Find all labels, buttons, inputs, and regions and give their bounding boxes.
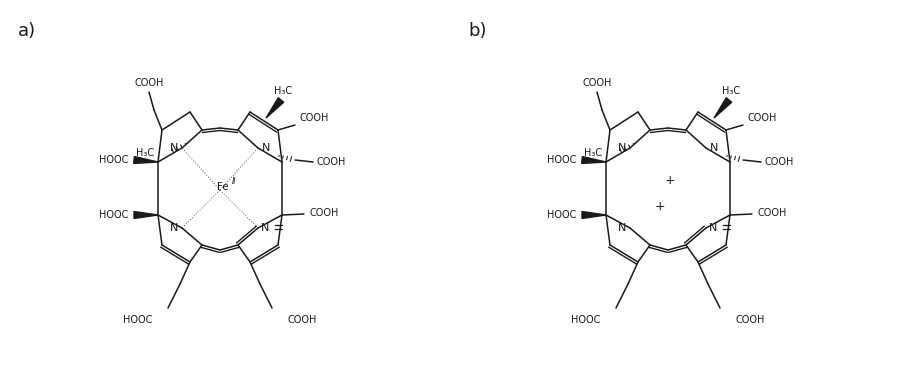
Text: H₃C: H₃C (136, 148, 154, 158)
Polygon shape (134, 211, 158, 218)
Text: HOOC: HOOC (100, 210, 129, 220)
Polygon shape (582, 211, 606, 218)
Text: b): b) (468, 22, 486, 40)
Text: COOH: COOH (288, 315, 317, 325)
Text: +: + (654, 200, 665, 213)
Text: COOH: COOH (134, 78, 164, 88)
Text: N: N (709, 223, 717, 233)
Text: N: N (261, 143, 271, 153)
Text: HOOC: HOOC (100, 155, 129, 165)
Text: COOH: COOH (316, 157, 345, 167)
Text: HOOC: HOOC (570, 315, 600, 325)
Text: COOH: COOH (748, 113, 777, 123)
Text: COOH: COOH (582, 78, 611, 88)
Text: +: + (664, 173, 675, 187)
Text: H₃C: H₃C (274, 86, 292, 96)
Polygon shape (266, 98, 283, 118)
Text: N: N (618, 223, 626, 233)
Text: COOH: COOH (299, 113, 329, 123)
Text: N: N (260, 223, 270, 233)
Text: H₃C: H₃C (722, 86, 740, 96)
Text: N: N (618, 143, 626, 153)
Text: HOOC: HOOC (122, 315, 152, 325)
Polygon shape (581, 157, 606, 164)
Text: N: N (170, 223, 178, 233)
Text: HOOC: HOOC (547, 155, 577, 165)
Text: COOH: COOH (309, 208, 339, 218)
Text: COOH: COOH (764, 157, 793, 167)
Text: HOOC: HOOC (547, 210, 577, 220)
Text: Fe: Fe (218, 182, 228, 192)
Text: H₃C: H₃C (584, 148, 602, 158)
Text: N: N (170, 143, 178, 153)
Text: COOH: COOH (736, 315, 765, 325)
Polygon shape (133, 157, 158, 164)
Text: N: N (710, 143, 718, 153)
Text: a): a) (18, 22, 37, 40)
Polygon shape (714, 98, 732, 118)
Text: COOH: COOH (758, 208, 787, 218)
Text: II: II (232, 177, 237, 185)
